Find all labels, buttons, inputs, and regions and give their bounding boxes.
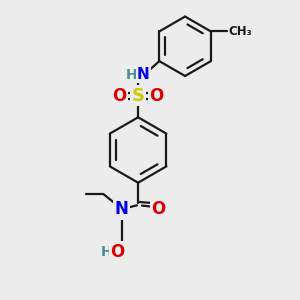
Text: O: O <box>112 87 127 105</box>
Text: N: N <box>137 67 150 82</box>
Text: H: H <box>126 68 137 82</box>
Text: O: O <box>151 200 165 218</box>
Text: CH₃: CH₃ <box>229 25 252 38</box>
Text: S: S <box>132 87 145 105</box>
Text: O: O <box>149 87 164 105</box>
Text: H: H <box>101 245 113 259</box>
Text: O: O <box>110 243 125 261</box>
Text: N: N <box>115 200 129 218</box>
